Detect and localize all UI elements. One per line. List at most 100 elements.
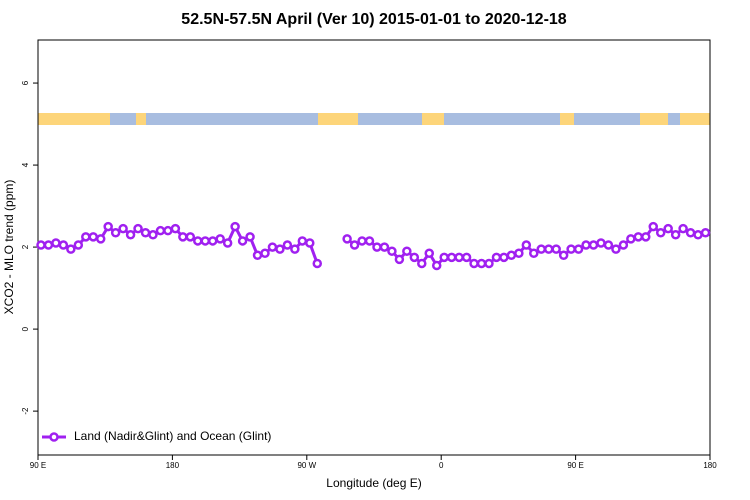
data-point	[573, 244, 584, 254]
data-point	[81, 232, 91, 242]
data-point	[409, 252, 420, 263]
data-point	[461, 252, 472, 263]
data-point	[275, 244, 285, 254]
data-point	[364, 236, 375, 246]
data-point	[603, 240, 614, 250]
data-point	[558, 250, 569, 261]
data-point	[491, 252, 502, 263]
data-point	[342, 234, 352, 244]
data-point	[133, 223, 143, 234]
data-point	[185, 232, 196, 242]
x-tick-label: 90 E	[567, 461, 583, 470]
data-point	[58, 240, 69, 250]
land-ocean-strip	[38, 113, 710, 125]
data-point	[685, 227, 696, 238]
data-point	[641, 232, 651, 242]
data-point	[193, 236, 203, 246]
data-point	[581, 240, 591, 250]
data-point	[693, 230, 703, 240]
x-tick-label: 180	[703, 461, 717, 470]
data-point	[237, 236, 248, 246]
data-point	[125, 230, 136, 240]
data-point	[140, 227, 151, 238]
data-point	[66, 244, 76, 254]
data-point	[305, 238, 315, 248]
data-point	[36, 240, 46, 250]
data-point	[476, 258, 487, 269]
data-point	[439, 252, 449, 263]
data-point	[387, 246, 397, 256]
data-point	[394, 254, 405, 265]
data-point	[417, 258, 427, 269]
data-point	[529, 248, 539, 258]
data-point	[95, 234, 106, 244]
data-point	[543, 244, 554, 254]
data-point	[267, 242, 278, 252]
data-point	[103, 221, 113, 232]
legend-label: Land (Nadir&Glint) and Ocean (Glint)	[74, 429, 271, 443]
data-point	[51, 238, 61, 248]
data-point	[297, 236, 308, 246]
x-tick-label: 90 W	[297, 461, 316, 470]
data-point	[178, 232, 188, 242]
data-point	[170, 223, 181, 234]
data-point	[73, 240, 84, 250]
data-point	[446, 252, 457, 263]
data-point	[633, 232, 644, 242]
data-point	[506, 250, 517, 261]
data-point	[663, 223, 673, 234]
data-point	[222, 238, 233, 248]
data-point	[611, 244, 621, 254]
x-tick-label: 180	[166, 461, 180, 470]
data-point	[312, 258, 323, 269]
y-axis-label: XCO2 - MLO trend (ppm)	[2, 180, 16, 315]
data-point	[670, 230, 681, 240]
x-tick-label: 0	[439, 461, 444, 470]
data-point	[514, 248, 524, 258]
data-point	[148, 230, 158, 240]
data-point	[469, 258, 479, 269]
data-point	[536, 244, 547, 254]
data-point	[655, 227, 666, 238]
data-point	[207, 236, 218, 246]
x-tick-label: 90 E	[30, 461, 46, 470]
data-point	[521, 240, 532, 250]
data-point	[588, 240, 599, 250]
y-tick-label: 4	[21, 162, 30, 167]
chart-title: 52.5N-57.5N April (Ver 10) 2015-01-01 to…	[181, 11, 567, 28]
y-tick-label: -2	[21, 407, 30, 415]
legend-marker	[49, 432, 59, 442]
data-point	[484, 258, 494, 269]
data-point	[200, 236, 211, 246]
data-point	[402, 246, 412, 256]
data-point	[43, 240, 54, 250]
data-point	[372, 242, 382, 252]
data-point	[379, 242, 390, 252]
data-point	[499, 252, 509, 263]
data-point	[282, 240, 293, 250]
data-point	[290, 244, 300, 254]
data-point	[596, 238, 606, 248]
data-point	[260, 248, 270, 258]
data-point	[357, 236, 367, 246]
data-point	[215, 234, 225, 244]
data-point	[678, 223, 688, 234]
data-point	[110, 227, 121, 238]
data-point	[245, 232, 255, 242]
data-point	[163, 225, 173, 236]
data-point	[618, 240, 629, 250]
y-tick-label: 0	[21, 326, 30, 331]
data-point	[424, 248, 435, 258]
data-point	[431, 260, 442, 271]
data-point	[700, 227, 711, 238]
x-axis-label: Longitude (deg E)	[326, 476, 421, 490]
data-point	[118, 223, 128, 234]
data-point	[349, 240, 360, 250]
data-point	[566, 244, 576, 254]
y-tick-label: 6	[21, 80, 30, 85]
data-point	[648, 221, 659, 232]
data-point	[551, 244, 561, 254]
data-point	[454, 252, 464, 263]
data-point	[626, 234, 636, 244]
